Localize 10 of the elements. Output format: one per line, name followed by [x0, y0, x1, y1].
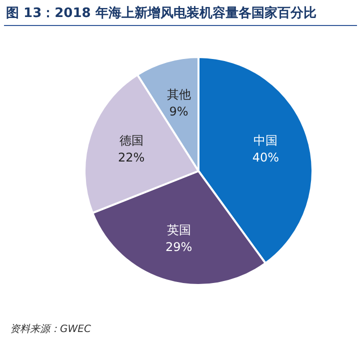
data-label: 40% [252, 150, 280, 164]
chart-title: 图 13：2018 年海上新增风电装机容量各国家百分比 [6, 4, 316, 22]
slice-label: 其他 [166, 87, 191, 102]
text: 资料来源：GWEC [10, 322, 91, 336]
data-label: 29% [165, 240, 192, 254]
data-label: 9% [169, 104, 188, 118]
slice-label: 中国 [254, 133, 278, 148]
slice-label: 德国 [119, 133, 144, 148]
data-label: 22% [118, 150, 145, 164]
slice-label: 英国 [166, 223, 191, 237]
